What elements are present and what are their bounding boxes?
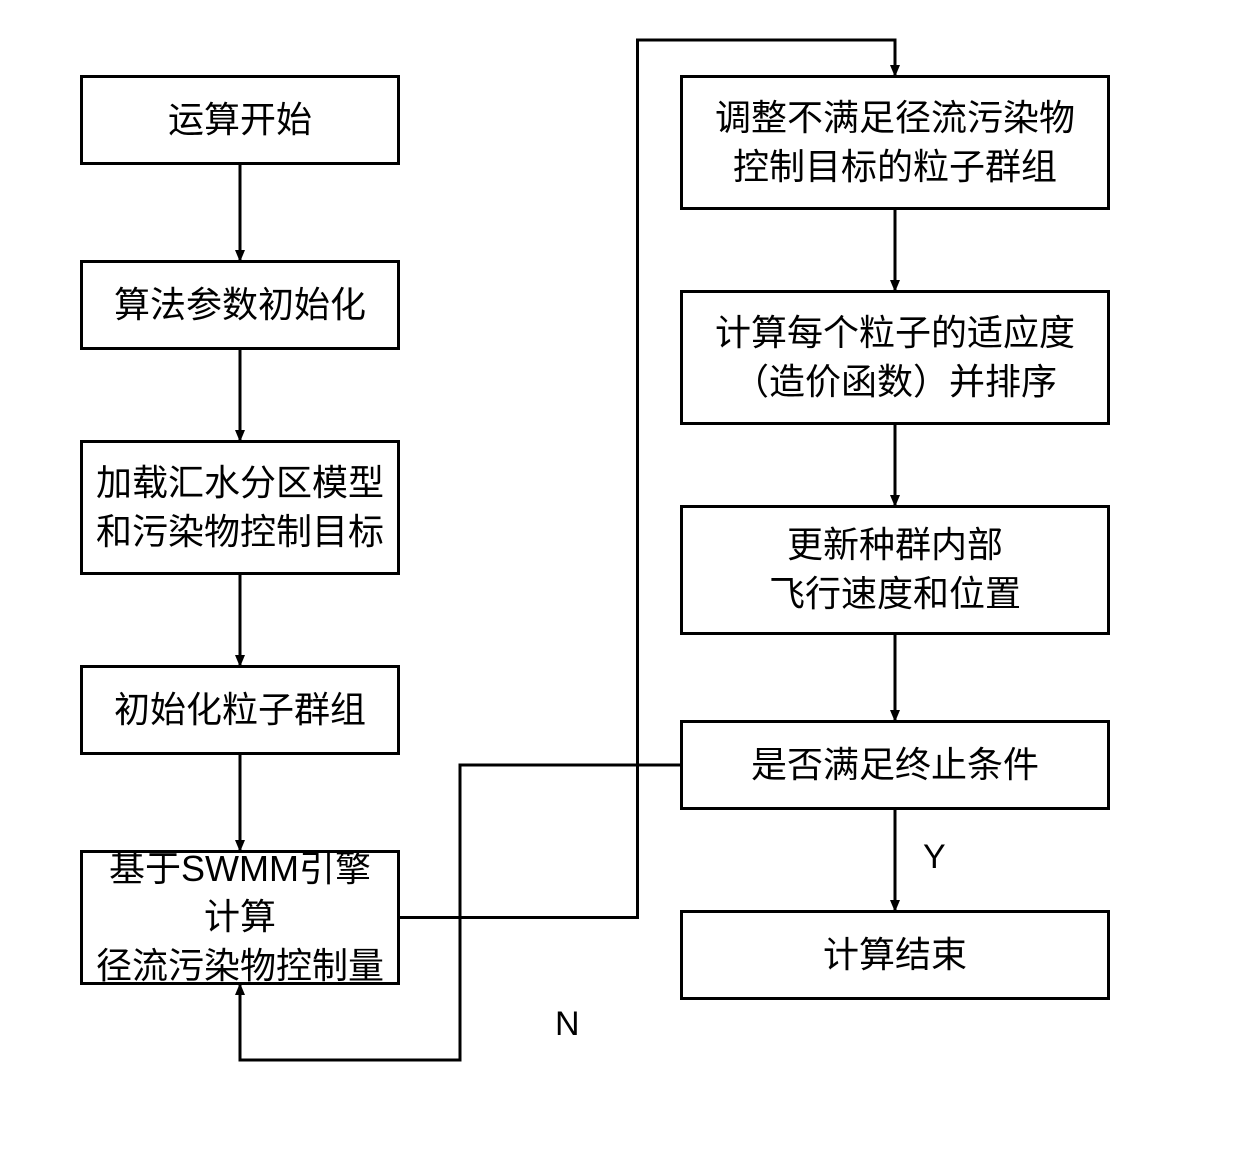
flowchart-node-n4: 初始化粒子群组: [80, 665, 400, 755]
node-label: 加载汇水分区模型 和污染物控制目标: [96, 459, 384, 556]
node-label: 是否满足终止条件: [751, 741, 1039, 790]
edge-label-Y: Y: [923, 838, 946, 877]
flowchart-node-n6: 调整不满足径流污染物 控制目标的粒子群组: [680, 75, 1110, 210]
node-label: 运算开始: [168, 96, 312, 145]
flowchart-node-n1: 运算开始: [80, 75, 400, 165]
flowchart-node-n3: 加载汇水分区模型 和污染物控制目标: [80, 440, 400, 575]
edge-label-N: N: [555, 1005, 580, 1044]
flowchart-node-n8: 更新种群内部 飞行速度和位置: [680, 505, 1110, 635]
flowchart-node-n10: 计算结束: [680, 910, 1110, 1000]
flowchart-node-n7: 计算每个粒子的适应度 （造价函数）并排序: [680, 290, 1110, 425]
flowchart-node-n9: 是否满足终止条件: [680, 720, 1110, 810]
node-label: 更新种群内部 飞行速度和位置: [769, 521, 1021, 618]
node-label: 计算每个粒子的适应度 （造价函数）并排序: [715, 309, 1075, 406]
node-label: 计算结束: [823, 931, 967, 980]
flowchart-node-n5: 基于SWMM引擎计算 径流污染物控制量: [80, 850, 400, 985]
node-label: 初始化粒子群组: [114, 686, 366, 735]
node-label: 调整不满足径流污染物 控制目标的粒子群组: [715, 94, 1075, 191]
node-label: 算法参数初始化: [114, 281, 366, 330]
flowchart-node-n2: 算法参数初始化: [80, 260, 400, 350]
node-label: 基于SWMM引擎计算 径流污染物控制量: [93, 845, 387, 991]
